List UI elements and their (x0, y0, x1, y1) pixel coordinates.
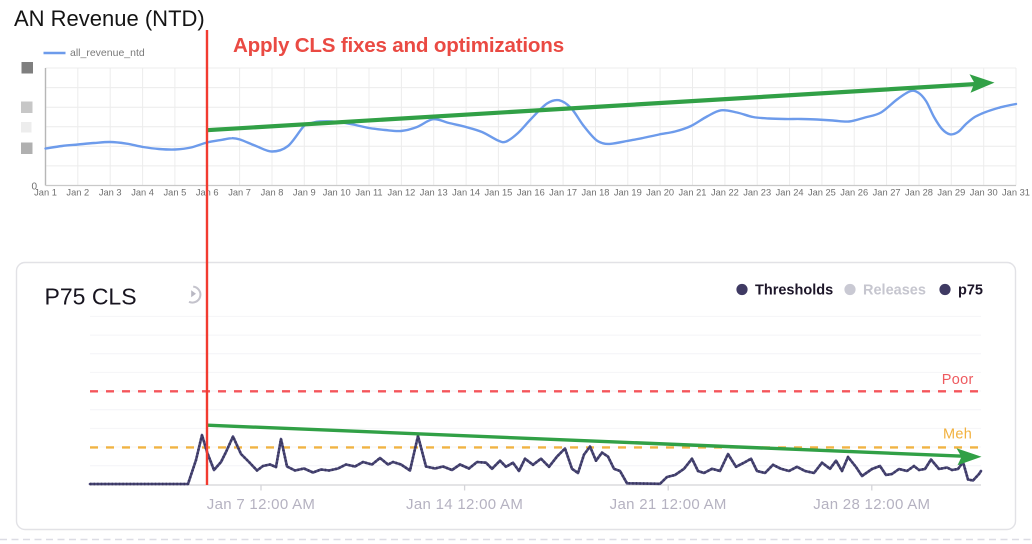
svg-text:Apply CLS fixes and optimizati: Apply CLS fixes and optimizations (233, 34, 564, 57)
svg-text:Jan 21 12:00 AM: Jan 21 12:00 AM (610, 496, 727, 513)
svg-text:Jan 31: Jan 31 (1002, 188, 1030, 198)
svg-text:Jan 14: Jan 14 (452, 188, 480, 198)
svg-text:Jan 25: Jan 25 (808, 188, 836, 198)
svg-text:Jan 26: Jan 26 (840, 188, 868, 198)
svg-text:Meh: Meh (943, 427, 972, 443)
svg-text:Jan 7: Jan 7 (228, 188, 251, 198)
svg-text:Jan 17: Jan 17 (549, 188, 577, 198)
svg-text:Jan 3: Jan 3 (99, 188, 122, 198)
svg-text:Releases: Releases (863, 283, 926, 299)
svg-text:Jan 16: Jan 16 (517, 188, 545, 198)
svg-text:Jan 23: Jan 23 (743, 188, 771, 198)
svg-text:Jan 4: Jan 4 (131, 188, 154, 198)
svg-text:Jan 14 12:00 AM: Jan 14 12:00 AM (406, 496, 523, 513)
svg-text:Jan 11: Jan 11 (355, 188, 382, 198)
svg-text:0: 0 (31, 182, 37, 193)
svg-text:Jan 1: Jan 1 (34, 188, 57, 198)
svg-text:all_revenue_ntd: all_revenue_ntd (70, 47, 145, 59)
svg-text:Jan 7 12:00 AM: Jan 7 12:00 AM (207, 496, 315, 513)
svg-text:Jan 18: Jan 18 (582, 188, 610, 198)
svg-text:Jan 27: Jan 27 (873, 188, 901, 198)
svg-text:Jan 8: Jan 8 (261, 188, 284, 198)
svg-text:Jan 15: Jan 15 (484, 188, 512, 198)
svg-text:Jan 24: Jan 24 (776, 188, 804, 198)
svg-text:Jan 2: Jan 2 (66, 188, 89, 198)
svg-text:Jan 30: Jan 30 (970, 188, 998, 198)
svg-text:Jan 21: Jan 21 (679, 188, 707, 198)
svg-text:Jan 19: Jan 19 (614, 188, 642, 198)
svg-text:Jan 5: Jan 5 (164, 188, 187, 198)
svg-text:Thresholds: Thresholds (755, 283, 833, 299)
svg-text:Jan 9: Jan 9 (293, 188, 316, 198)
svg-text:Jan 13: Jan 13 (420, 188, 448, 198)
svg-text:AN Revenue (NTD): AN Revenue (NTD) (14, 6, 205, 31)
svg-text:Jan 28 12:00 AM: Jan 28 12:00 AM (813, 496, 930, 513)
svg-text:P75 CLS: P75 CLS (45, 284, 137, 310)
svg-text:Jan 28: Jan 28 (905, 188, 933, 198)
svg-text:Poor: Poor (942, 372, 974, 388)
svg-text:p75: p75 (958, 283, 983, 299)
svg-text:Jan 10: Jan 10 (323, 188, 351, 198)
svg-text:Jan 20: Jan 20 (646, 188, 674, 198)
svg-text:Jan 29: Jan 29 (937, 188, 965, 198)
svg-text:Jan 22: Jan 22 (711, 188, 739, 198)
svg-text:Jan 12: Jan 12 (387, 188, 415, 198)
